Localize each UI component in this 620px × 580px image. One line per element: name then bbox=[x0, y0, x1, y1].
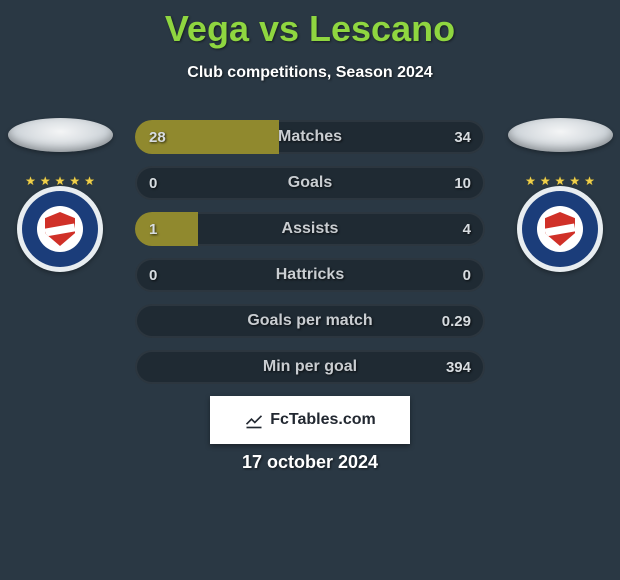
stat-row: Min per goal394 bbox=[135, 350, 485, 384]
player-right-column: ★ ★ ★ ★ ★ bbox=[500, 118, 620, 276]
star-icon: ★ bbox=[25, 174, 36, 188]
player-right-avatar-placeholder bbox=[508, 118, 613, 152]
stat-value-right: 4 bbox=[463, 212, 471, 246]
stat-label: Hattricks bbox=[135, 258, 485, 292]
stat-label: Matches bbox=[135, 120, 485, 154]
stat-row: Goals per match0.29 bbox=[135, 304, 485, 338]
stat-label: Assists bbox=[135, 212, 485, 246]
star-icon: ★ bbox=[40, 174, 51, 188]
star-icon: ★ bbox=[69, 174, 80, 188]
star-icon: ★ bbox=[540, 174, 551, 188]
stat-row: 28Matches34 bbox=[135, 120, 485, 154]
club-badge-right: ★ ★ ★ ★ ★ bbox=[510, 176, 610, 276]
comparison-bars: 28Matches340Goals101Assists40Hattricks0G… bbox=[135, 120, 485, 396]
stat-value-right: 0.29 bbox=[442, 304, 471, 338]
footer-date: 17 october 2024 bbox=[0, 452, 620, 473]
stat-label: Goals per match bbox=[135, 304, 485, 338]
stat-value-right: 10 bbox=[454, 166, 471, 200]
stat-row: 0Goals10 bbox=[135, 166, 485, 200]
stat-value-right: 394 bbox=[446, 350, 471, 384]
player-left-avatar-placeholder bbox=[8, 118, 113, 152]
badge-inner bbox=[537, 206, 583, 252]
stat-row: 1Assists4 bbox=[135, 212, 485, 246]
badge-ring bbox=[22, 191, 98, 267]
brand-text: FcTables.com bbox=[270, 411, 376, 429]
shield-icon bbox=[545, 212, 575, 246]
star-icon: ★ bbox=[525, 174, 536, 188]
player-left-column: ★ ★ ★ ★ ★ bbox=[0, 118, 120, 276]
brand-badge: FcTables.com bbox=[210, 396, 410, 444]
stat-row: 0Hattricks0 bbox=[135, 258, 485, 292]
star-icon: ★ bbox=[84, 174, 95, 188]
page-title: Vega vs Lescano bbox=[0, 0, 620, 50]
badge-inner bbox=[37, 206, 83, 252]
stat-value-right: 0 bbox=[463, 258, 471, 292]
star-icon: ★ bbox=[584, 174, 595, 188]
star-icon: ★ bbox=[569, 174, 580, 188]
badge-ring bbox=[522, 191, 598, 267]
stat-label: Goals bbox=[135, 166, 485, 200]
club-badge-left: ★ ★ ★ ★ ★ bbox=[10, 176, 110, 276]
badge-outer bbox=[17, 186, 103, 272]
chart-icon bbox=[244, 410, 264, 430]
shield-icon bbox=[45, 212, 75, 246]
stat-value-right: 34 bbox=[454, 120, 471, 154]
page-subtitle: Club competitions, Season 2024 bbox=[0, 64, 620, 82]
stat-label: Min per goal bbox=[135, 350, 485, 384]
badge-outer bbox=[517, 186, 603, 272]
